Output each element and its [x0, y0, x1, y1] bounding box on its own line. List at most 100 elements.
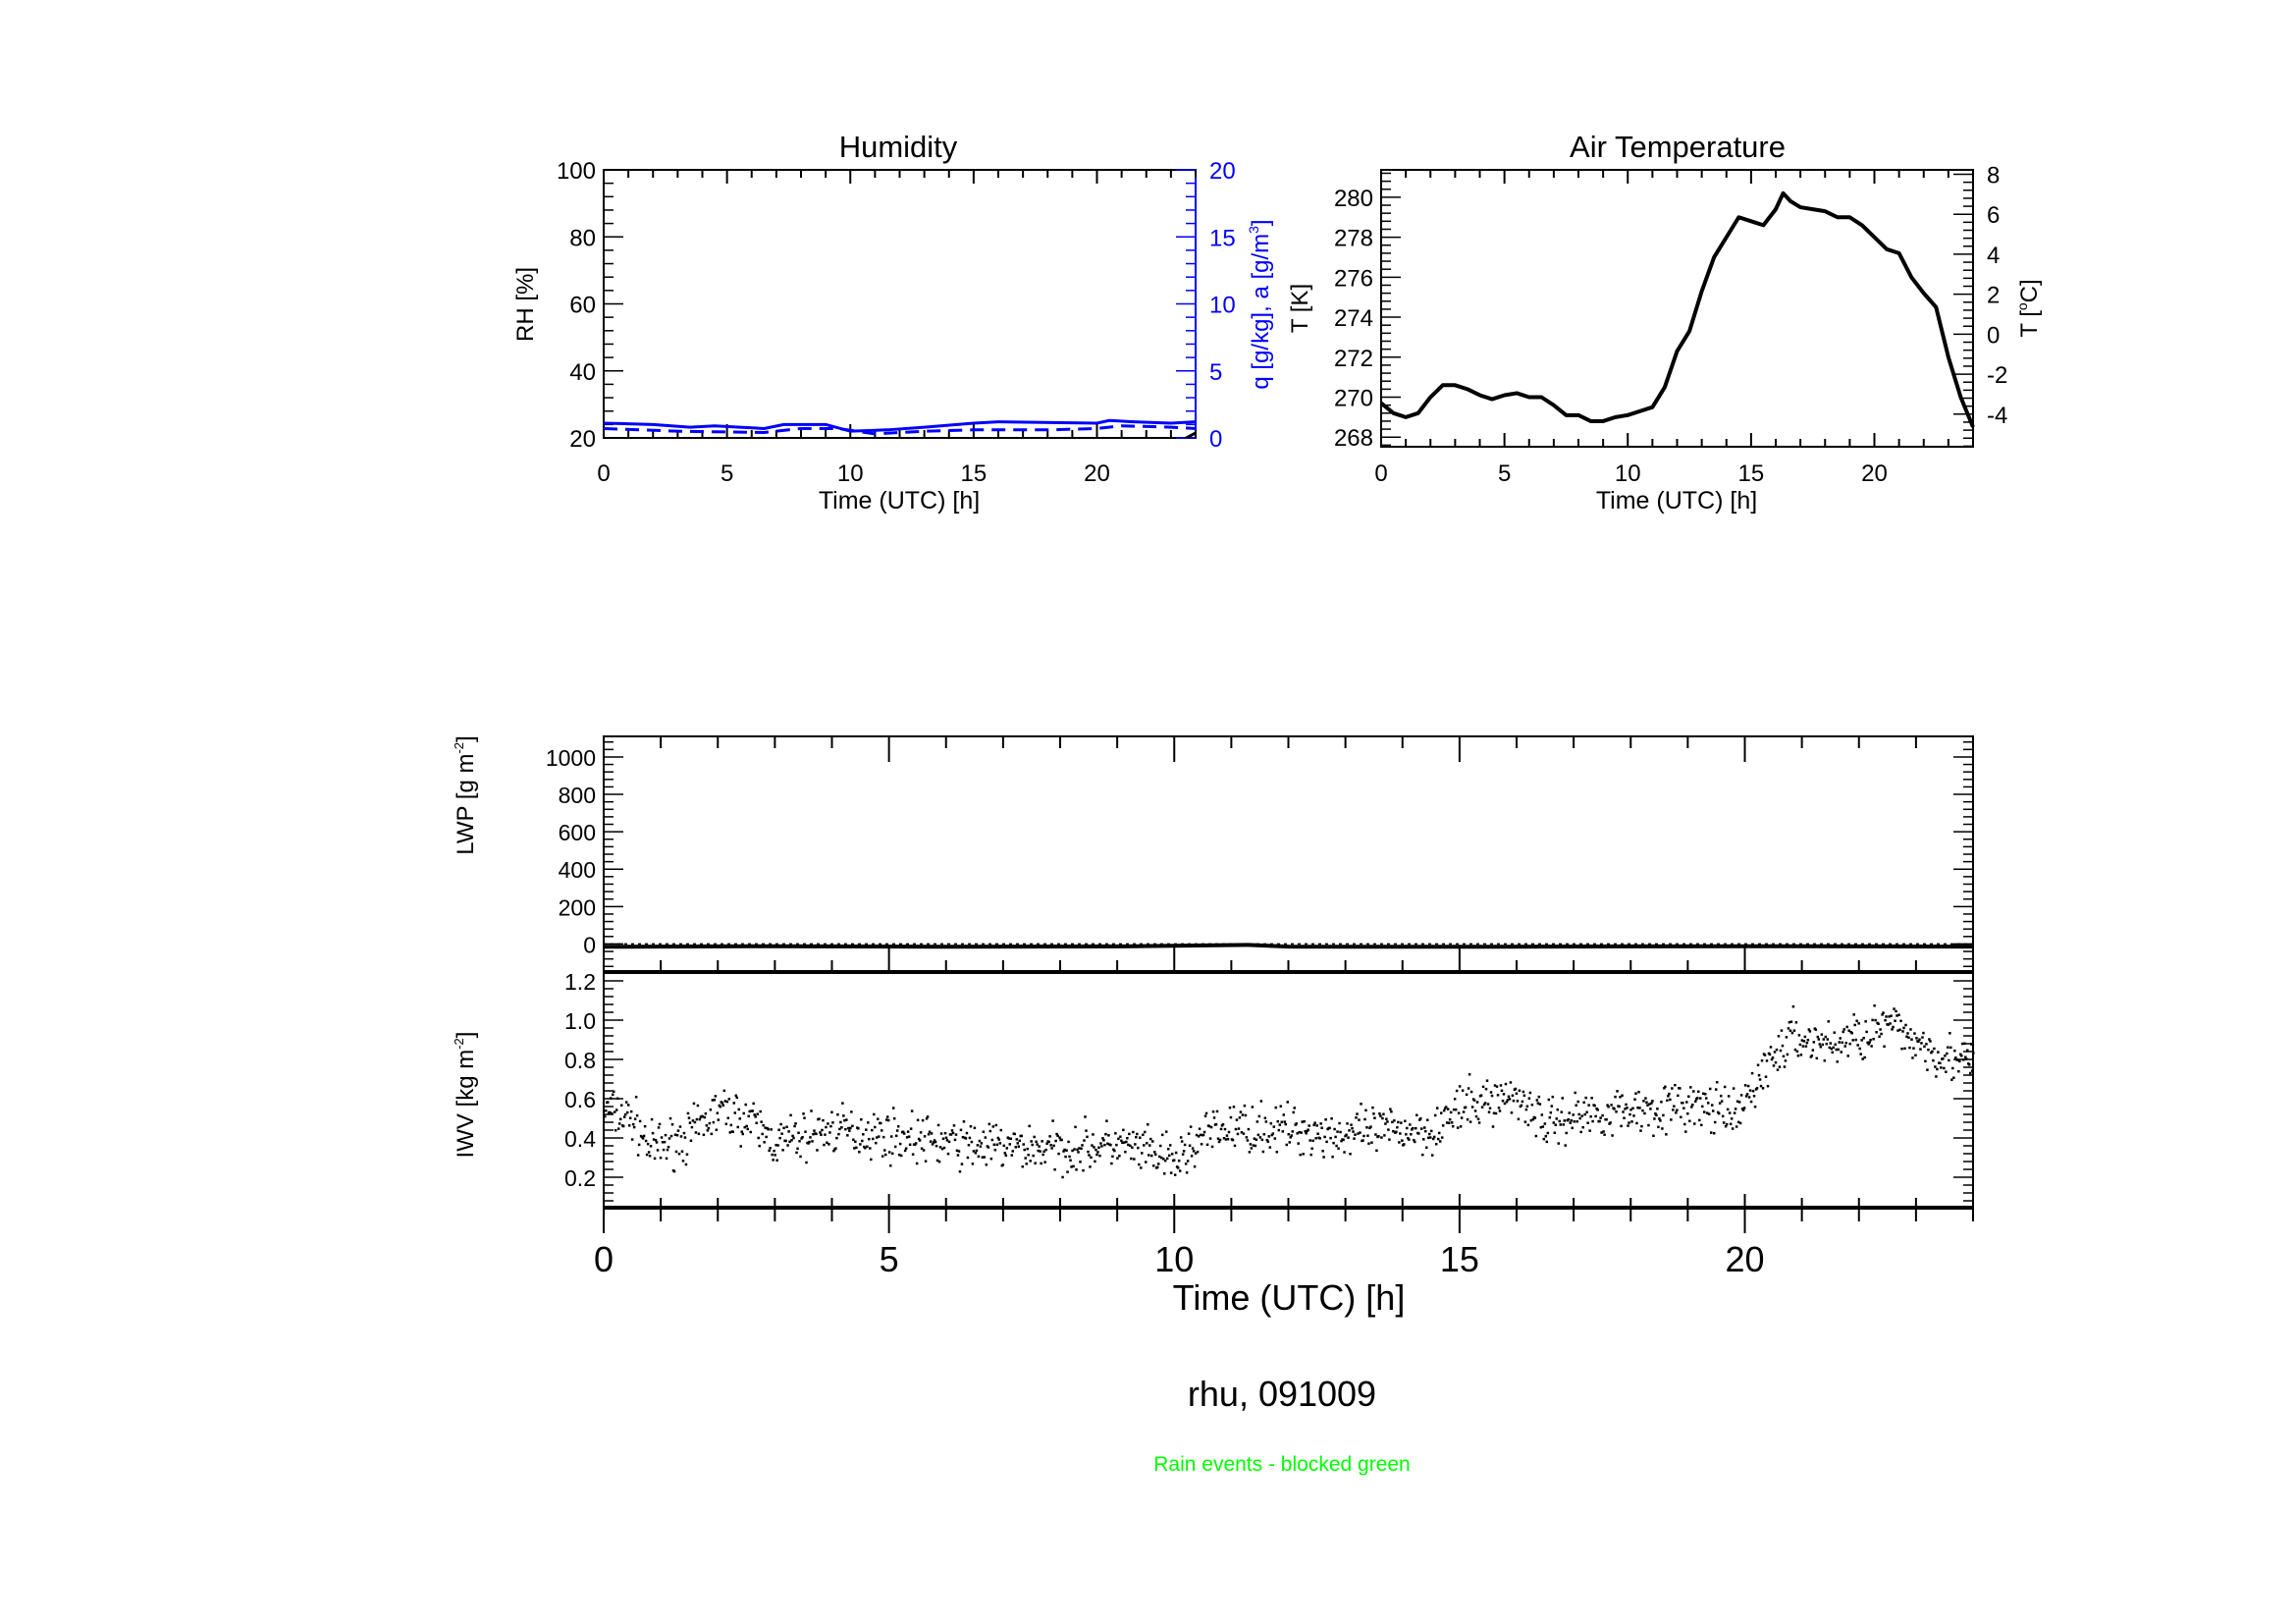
iwv-point	[1370, 1141, 1373, 1144]
iwv-point	[1904, 1023, 1907, 1027]
iwv-point	[1345, 1133, 1348, 1137]
iwv-point	[1839, 1037, 1842, 1040]
iwv-point	[1553, 1131, 1557, 1134]
iwv-point	[979, 1145, 983, 1148]
iwv-point	[1101, 1137, 1104, 1140]
iwv-point	[1775, 1048, 1779, 1052]
iwv-point	[1050, 1147, 1053, 1150]
iwv-point	[1894, 1019, 1896, 1022]
iwv-point	[654, 1139, 658, 1142]
iwv-point	[809, 1136, 812, 1139]
x-tick-label: 10	[1615, 460, 1641, 487]
iwv-point	[1823, 1059, 1827, 1062]
iwv-point	[1710, 1104, 1714, 1107]
iwv-point	[847, 1126, 850, 1130]
iwv-point	[1908, 1046, 1911, 1050]
iwv-point	[1080, 1147, 1083, 1151]
iwv-point	[624, 1101, 628, 1104]
iwv-point	[732, 1102, 736, 1105]
iwv-point	[1959, 1053, 1962, 1056]
iwv-point	[1964, 1055, 1967, 1058]
iwv-point	[938, 1146, 942, 1149]
iwv-point	[743, 1125, 746, 1129]
iwv-point	[1307, 1128, 1309, 1131]
iwv-point	[1461, 1089, 1465, 1092]
iwv-point	[1615, 1110, 1618, 1113]
iwv-point	[696, 1104, 700, 1108]
iwv-point	[1667, 1095, 1670, 1098]
iwv-point	[770, 1128, 773, 1131]
iwv-point	[1441, 1124, 1445, 1127]
iwv-point	[1423, 1126, 1426, 1129]
iwv-point	[1512, 1099, 1516, 1103]
iwv-point	[1822, 1038, 1826, 1041]
iwv-point	[1665, 1133, 1668, 1136]
iwv-point	[1055, 1132, 1058, 1136]
iwv-point	[1527, 1097, 1531, 1100]
iwv-point	[1663, 1087, 1666, 1090]
iwv-point	[1485, 1079, 1489, 1082]
iwv-point	[655, 1141, 659, 1144]
iwv-point	[988, 1122, 991, 1126]
iwv-point	[1856, 1044, 1859, 1047]
iwv-point	[1945, 1070, 1948, 1073]
iwv-point	[1735, 1100, 1739, 1103]
iwv-point	[1796, 1054, 1800, 1057]
iwv-point	[762, 1123, 765, 1127]
iwv-point	[713, 1098, 717, 1102]
iwv-point	[697, 1132, 701, 1136]
iwv-point	[1302, 1153, 1305, 1156]
iwv-point	[947, 1140, 951, 1144]
humidity-xlabel: Time (UTC) [h]	[819, 487, 980, 514]
iwv-point	[793, 1124, 796, 1128]
iwv-point	[1892, 1025, 1895, 1029]
iwv-point	[967, 1144, 971, 1147]
iwv-point	[1282, 1113, 1286, 1116]
iwv-point	[1714, 1088, 1718, 1091]
iwv-point	[1476, 1117, 1480, 1121]
iwv-point	[1316, 1132, 1319, 1135]
iwv-point	[880, 1129, 883, 1132]
iwv-point	[744, 1103, 747, 1107]
iwv-point	[1943, 1066, 1946, 1070]
iwv-point	[1720, 1100, 1724, 1103]
iwv-point	[798, 1140, 801, 1143]
iwv-point	[1401, 1139, 1404, 1142]
iwv-point	[1639, 1129, 1642, 1132]
iwv-point	[1208, 1137, 1212, 1140]
iwv-point	[1242, 1132, 1246, 1135]
iwv-point	[976, 1144, 980, 1147]
iwv-point	[609, 1097, 613, 1100]
y-tick-label: 20	[569, 426, 596, 453]
iwv-point	[877, 1117, 880, 1120]
iwv-point	[1745, 1093, 1749, 1096]
iwv-point	[973, 1126, 977, 1130]
x-tick-label: 10	[1154, 1239, 1194, 1279]
iwv-point	[1373, 1116, 1376, 1119]
iwv-point	[1001, 1163, 1005, 1166]
temperature-title: Air Temperature	[1570, 130, 1786, 164]
iwv-point	[1232, 1106, 1236, 1109]
iwv-point	[1870, 1045, 1873, 1048]
iwv-point	[1241, 1113, 1245, 1116]
iwv-point	[1543, 1122, 1547, 1125]
iwv-point	[779, 1122, 782, 1126]
iwv-point	[1121, 1141, 1124, 1145]
iwv-point	[1970, 1043, 1973, 1046]
iwv-point	[1253, 1137, 1256, 1140]
iwv-point	[1066, 1170, 1069, 1173]
iwv-point	[1291, 1130, 1294, 1133]
iwv-point	[1699, 1123, 1703, 1127]
iwv-point	[1769, 1046, 1773, 1049]
iwv-point	[952, 1124, 956, 1127]
iwv-point	[977, 1155, 981, 1159]
iwv-point	[1643, 1111, 1646, 1115]
y-tick-label: 276	[1334, 265, 1373, 292]
iwv-point	[797, 1131, 800, 1135]
iwv-point	[1350, 1123, 1353, 1126]
iwv-point	[1729, 1122, 1733, 1126]
iwv-point	[957, 1150, 961, 1153]
iwv-point	[1299, 1153, 1302, 1157]
iwv-point	[1239, 1110, 1243, 1113]
iwv-point	[1860, 1039, 1863, 1042]
